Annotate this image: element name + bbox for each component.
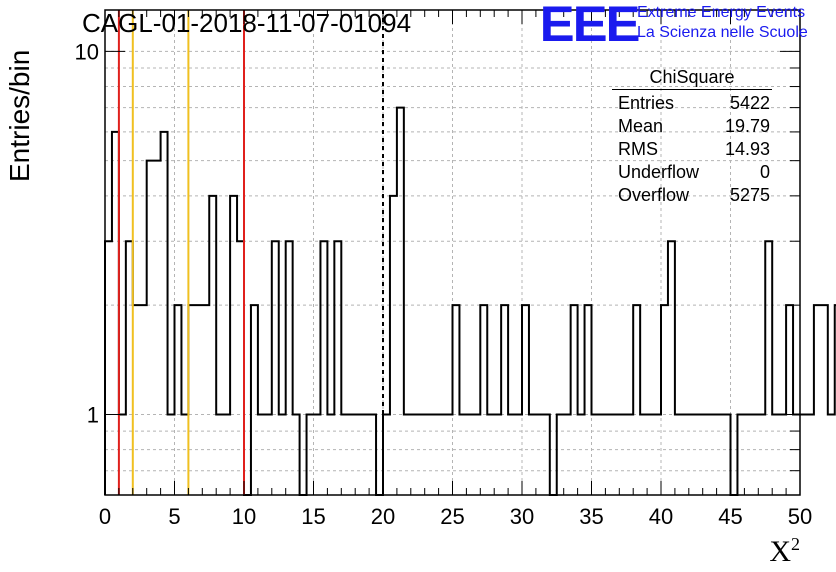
stats-row: RMS 14.93 [612,138,772,161]
x-tick-label: 30 [510,504,534,529]
stats-row: Overflow 5275 [612,184,772,207]
x-tick-label: 45 [718,504,742,529]
x-tick-label: 5 [168,504,180,529]
histogram [104,106,836,496]
stats-label: Mean [618,116,664,136]
x-tick-label: 0 [99,504,111,529]
stats-row: Mean 19.79 [612,115,772,138]
y-axis-label: Entries/bin [4,49,35,182]
x-tick-label: 50 [788,504,812,529]
x-axis-label-superscript: 2 [791,534,800,554]
chart-title: CAGL-01-2018-11-07-01094 [82,8,412,38]
x-tick-label: 20 [371,504,395,529]
x-tick-label: 10 [232,504,256,529]
eee-logo: EEE [539,0,641,52]
y-tick-label: 10 [75,39,99,64]
x-tick-label: 25 [440,504,464,529]
tick-labels: 0 5 10 15 20 25 30 35 40 45 50 1 10 [75,39,813,529]
x-axis-label-base: X [769,535,791,568]
histogram-line [104,106,836,496]
stats-value: 19.79 [724,116,770,136]
stats-row: Underflow 0 [612,161,772,184]
stats-value: 5422 [729,93,770,113]
stats-label: Underflow [618,162,700,182]
x-tick-label: 40 [649,504,673,529]
stats-title: ChiSquare [612,67,772,90]
x-tick-label: 15 [301,504,325,529]
stats-value: 5275 [729,185,770,205]
x-axis-label: X2 [769,534,800,569]
stats-value: 14.93 [724,139,770,159]
x-tick-label: 35 [579,504,603,529]
y-tick-label: 1 [87,402,99,427]
stats-label: Entries [618,93,675,113]
reference-lines [117,10,384,495]
stats-row: Entries 5422 [612,92,772,115]
logo-text-line2: La Scienza nelle Scuole [637,24,808,41]
logo-text-line1: Extreme Energy Events [637,4,806,21]
stats-box: ChiSquare Entries 5422 Mean 19.79 RMS 14.93… [612,67,772,207]
axis-ticks [104,10,801,496]
stats-label: RMS [618,139,658,159]
stats-value: 0 [759,162,770,182]
stats-label: Overflow [618,185,690,205]
